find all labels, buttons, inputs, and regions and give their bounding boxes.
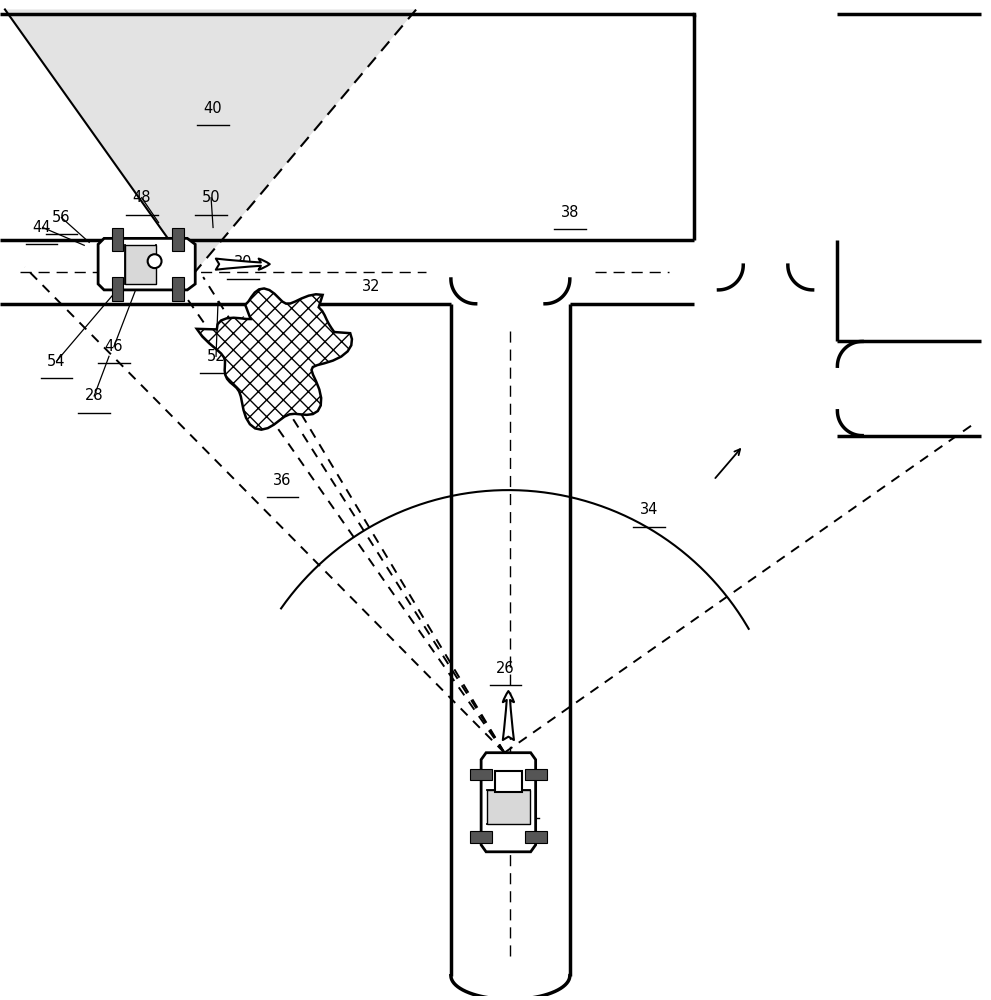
Polygon shape <box>5 9 416 274</box>
Text: 34: 34 <box>640 502 658 517</box>
Text: 40: 40 <box>204 101 222 116</box>
Text: 58: 58 <box>138 255 156 270</box>
Polygon shape <box>197 288 352 430</box>
Text: 22: 22 <box>504 808 522 823</box>
Text: 38: 38 <box>561 205 579 220</box>
Text: 28: 28 <box>85 388 103 403</box>
Text: 42: 42 <box>217 319 235 334</box>
Text: 54: 54 <box>48 354 65 369</box>
Text: 32: 32 <box>363 279 381 294</box>
Bar <box>112 277 124 301</box>
Bar <box>171 277 183 301</box>
Text: 24: 24 <box>514 794 532 809</box>
Bar <box>171 228 183 251</box>
Text: 30: 30 <box>234 255 252 270</box>
Bar <box>495 771 522 792</box>
Bar <box>524 769 547 780</box>
Text: 46: 46 <box>105 339 123 354</box>
Text: 48: 48 <box>133 190 151 205</box>
Bar <box>112 228 124 251</box>
Text: 50: 50 <box>202 190 220 205</box>
Text: 52: 52 <box>207 349 225 364</box>
Circle shape <box>148 254 162 268</box>
Text: 44: 44 <box>33 220 51 235</box>
Polygon shape <box>482 753 535 852</box>
Text: 56: 56 <box>53 210 70 225</box>
Text: 20: 20 <box>503 822 521 837</box>
Polygon shape <box>125 245 157 284</box>
Bar <box>470 769 493 780</box>
Polygon shape <box>487 790 530 824</box>
Polygon shape <box>98 238 195 290</box>
Bar <box>524 831 547 843</box>
Text: 36: 36 <box>274 473 291 488</box>
Text: 26: 26 <box>496 661 514 676</box>
Bar <box>470 831 493 843</box>
